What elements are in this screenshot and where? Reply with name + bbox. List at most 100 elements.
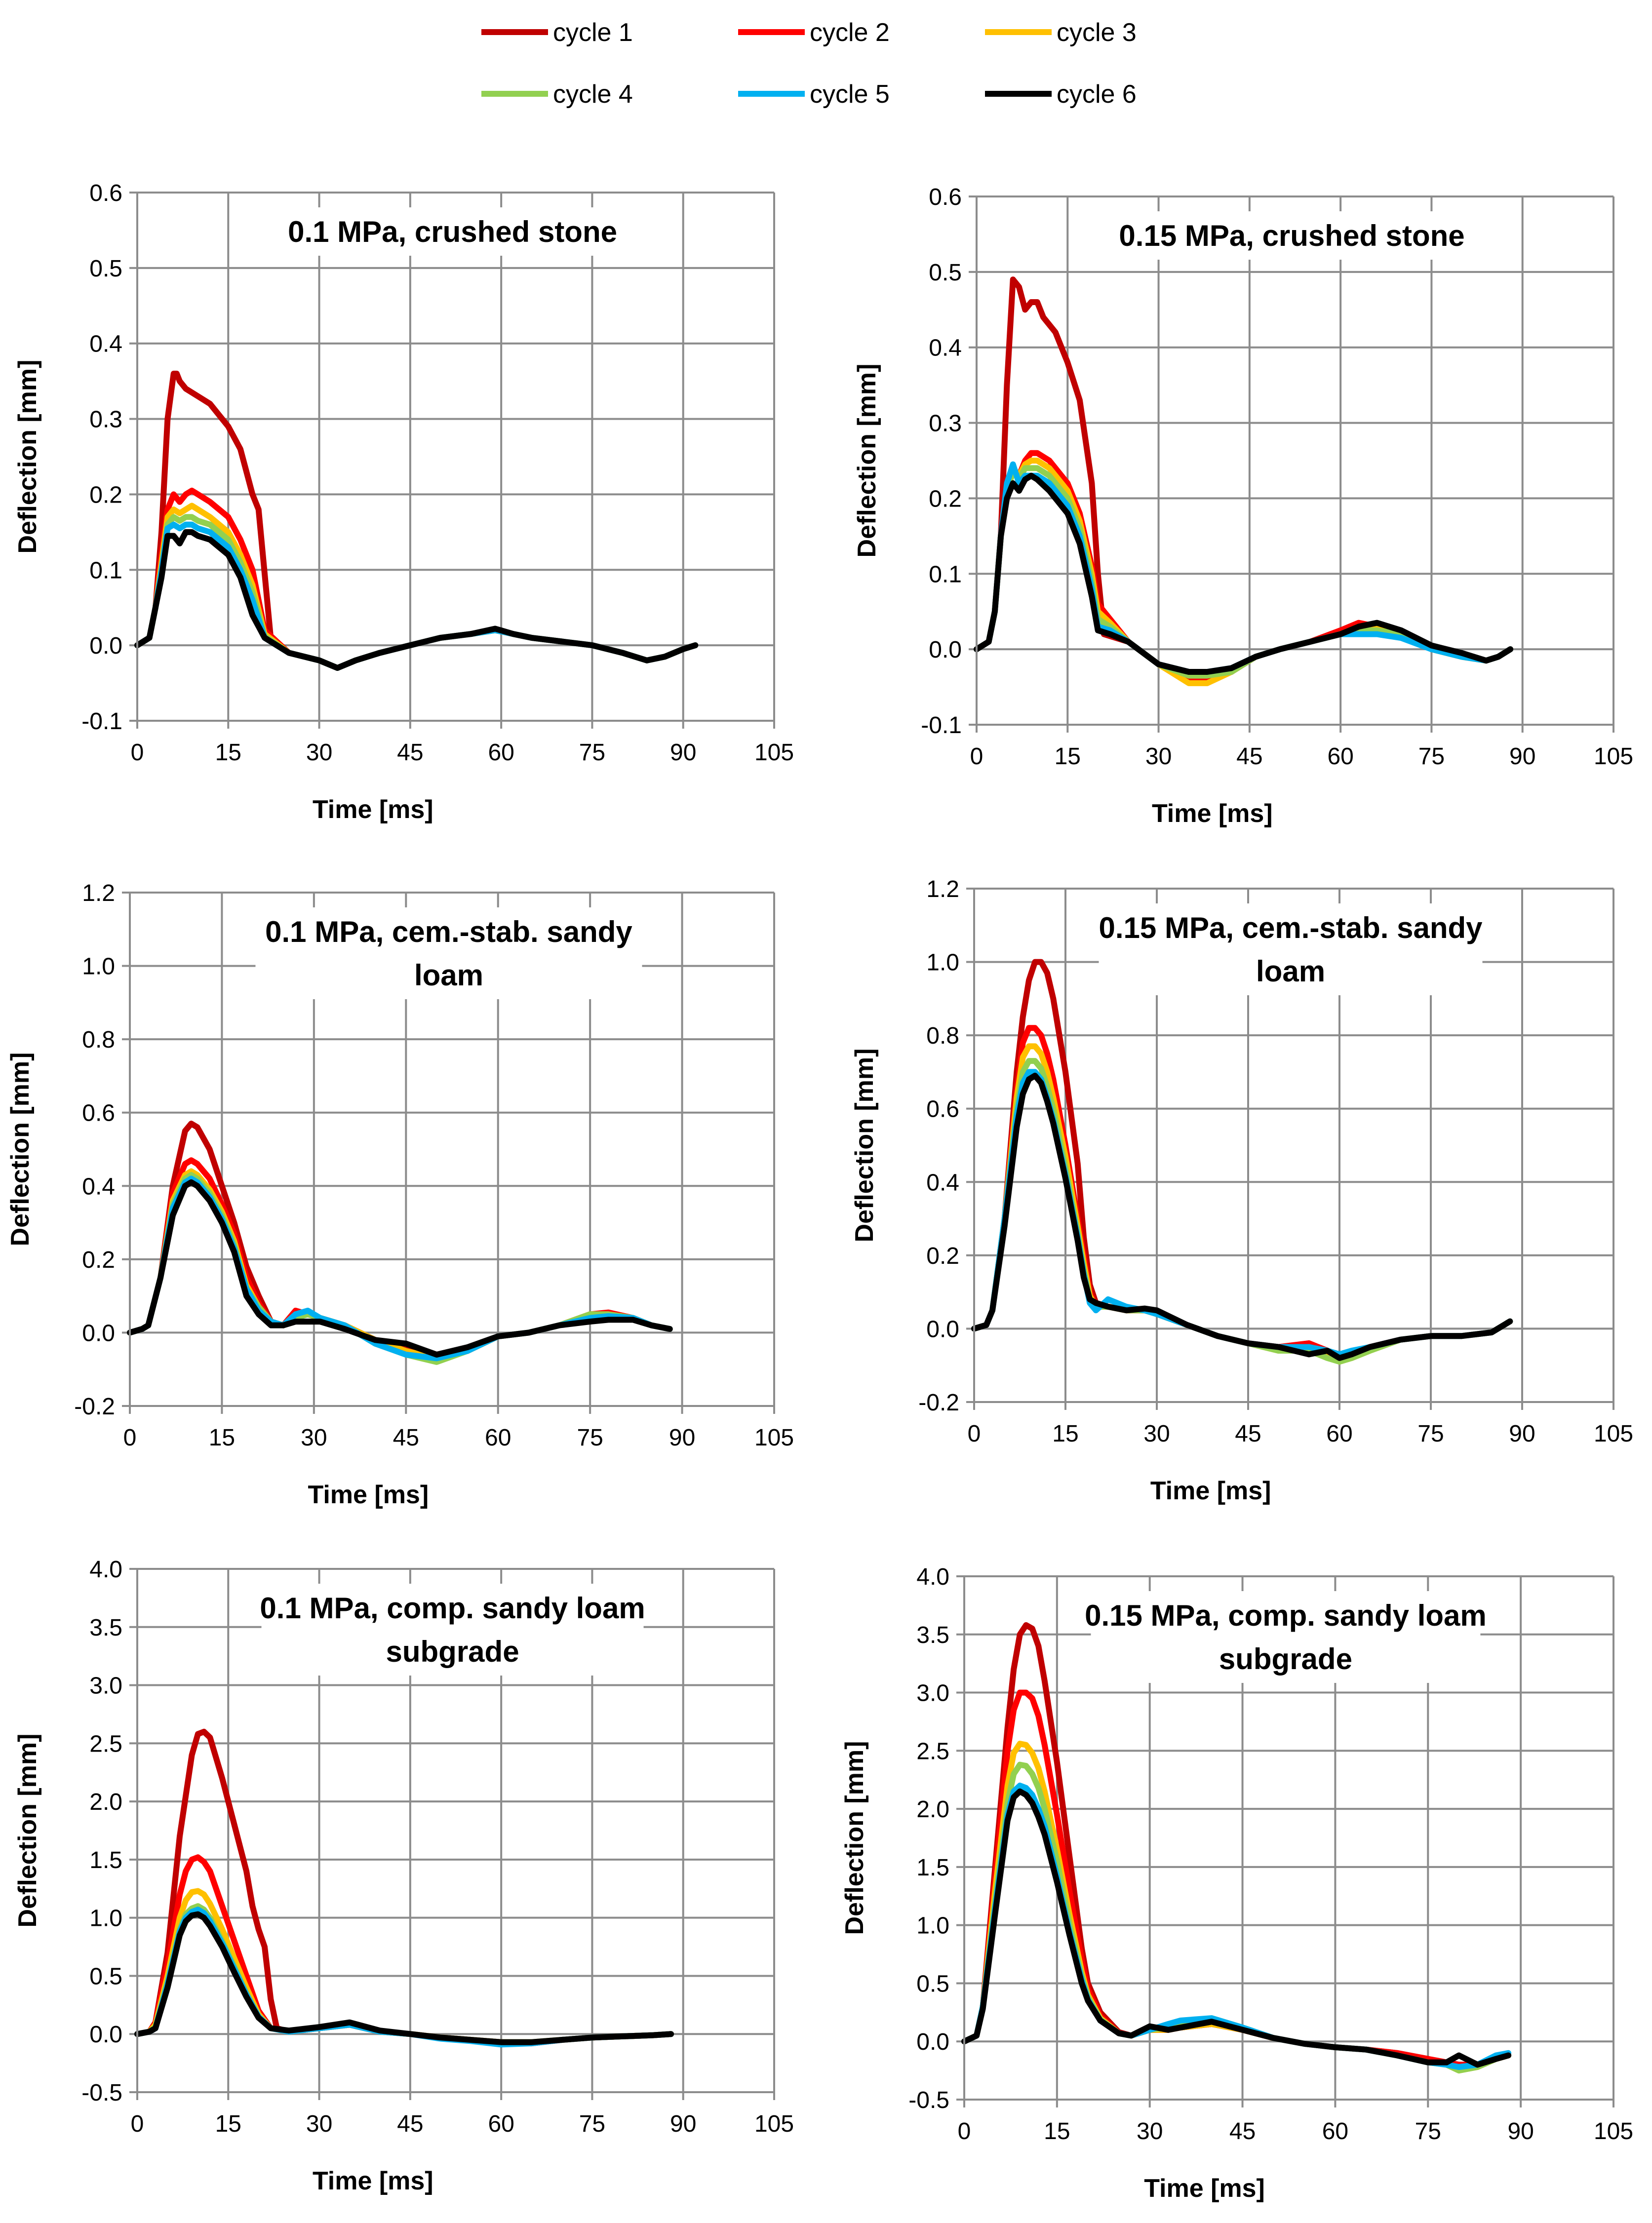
y-tick-label: 0.4 <box>89 331 122 357</box>
title-backdrop <box>261 1584 644 1676</box>
x-tick-label: 15 <box>1052 1421 1078 1447</box>
y-tick-label: 0.0 <box>89 633 122 659</box>
y-tick-label: 0.1 <box>929 561 962 587</box>
title-backdrop <box>1099 903 1483 995</box>
y-tick-label: 0.3 <box>89 407 122 433</box>
x-tick-label: 45 <box>1235 1421 1261 1447</box>
y-tick-label: 0.2 <box>82 1247 115 1273</box>
series-line-cycle-6 <box>971 1072 1513 1361</box>
x-tick-label: 90 <box>670 740 696 766</box>
legend-label: cycle 2 <box>810 18 890 47</box>
y-tick-label: 0.5 <box>89 256 122 282</box>
y-tick-label: -0.5 <box>81 2080 122 2106</box>
x-tick-label: 45 <box>393 1425 419 1451</box>
y-axis-label: Deflection [mm] <box>13 360 42 554</box>
y-tick-label: 3.5 <box>916 1622 949 1648</box>
x-tick-label: 105 <box>754 2111 794 2137</box>
y-tick-label: 0.2 <box>926 1243 959 1269</box>
series-line-cycle-3 <box>971 1043 1513 1365</box>
y-tick-label: 0.5 <box>929 260 962 286</box>
x-tick-label: 105 <box>754 740 794 766</box>
series-line-cycle-1 <box>971 959 1513 1361</box>
legend-label: cycle 1 <box>553 18 633 47</box>
y-axis-label: Deflection [mm] <box>6 1053 35 1247</box>
x-tick-label: 60 <box>485 1425 511 1451</box>
x-tick-label: 30 <box>306 740 332 766</box>
panel-title-line: subgrade <box>1219 1642 1352 1676</box>
x-tick-label: 0 <box>123 1425 137 1451</box>
x-tick-label: 75 <box>577 1425 603 1451</box>
x-tick-label: 75 <box>1418 743 1445 770</box>
x-tick-label: 75 <box>579 2111 605 2137</box>
x-tick-label: 45 <box>1229 2118 1256 2145</box>
x-tick-label: 60 <box>1322 2118 1348 2145</box>
x-tick-label: 75 <box>579 740 605 766</box>
x-tick-label: 90 <box>1509 1421 1535 1447</box>
legend-entry: cycle 4 <box>481 80 633 109</box>
legend-entry: cycle 2 <box>738 18 890 47</box>
y-tick-label: 3.5 <box>89 1615 122 1641</box>
y-tick-label: 4.0 <box>89 1557 122 1583</box>
panel-title-line: 0.1 MPa, crushed stone <box>288 215 617 248</box>
x-tick-label: 105 <box>1594 743 1633 770</box>
x-tick-label: 15 <box>209 1425 235 1451</box>
series-line-cycle-2 <box>134 1854 674 2047</box>
x-tick-label: 60 <box>488 740 514 766</box>
panel-title-line: subgrade <box>386 1635 519 1668</box>
chart-panel-1: 0.1 MPa, crushed stone -0.1 0.0 0.1 0.2 0.3 0.… <box>13 180 794 824</box>
x-tick-label: 30 <box>306 2111 332 2137</box>
y-tick-label: 0.1 <box>89 557 122 584</box>
y-tick-label: 0.5 <box>89 1963 122 1989</box>
series-line-cycle-4 <box>134 1903 674 2045</box>
x-tick-label: 30 <box>1143 1421 1170 1447</box>
y-tick-label: 1.5 <box>916 1855 949 1881</box>
y-tick-label: 0.6 <box>82 1100 115 1127</box>
y-tick-label: 1.2 <box>82 880 115 906</box>
x-tick-label: 75 <box>1417 1421 1444 1447</box>
y-tick-label: -0.5 <box>908 2087 949 2113</box>
y-tick-label: 4.0 <box>916 1564 949 1590</box>
y-tick-label: 1.0 <box>916 1913 949 1939</box>
x-tick-label: 75 <box>1415 2118 1441 2145</box>
title-backdrop <box>261 207 644 256</box>
legend-entry: cycle 1 <box>481 18 633 47</box>
x-tick-label: 30 <box>1145 743 1172 770</box>
y-tick-label: 0.0 <box>926 1316 959 1342</box>
x-tick-label: 90 <box>1507 2118 1534 2145</box>
series-line-cycle-6 <box>961 1788 1512 2068</box>
series-line-cycle-5 <box>134 1907 674 2048</box>
x-tick-label: 15 <box>215 740 241 766</box>
y-tick-label: 0.0 <box>89 2022 122 2048</box>
legend-entry: cycle 5 <box>738 80 890 109</box>
series-line-cycle-3 <box>961 1741 1512 2074</box>
x-tick-label: 15 <box>215 2111 241 2137</box>
x-tick-label: 0 <box>970 743 983 770</box>
y-tick-label: 0.4 <box>929 335 962 361</box>
x-tick-label: 30 <box>1137 2118 1163 2145</box>
y-tick-label: 1.5 <box>89 1847 122 1873</box>
y-tick-label: 0.0 <box>82 1320 115 1346</box>
y-tick-label: 0.0 <box>929 637 962 663</box>
y-tick-label: 0.5 <box>916 1971 949 1997</box>
y-tick-label: 2.5 <box>89 1731 122 1757</box>
series-line-cycle-6 <box>134 1911 674 2045</box>
panel-title-line: 0.15 MPa, cem.-stab. sandy <box>1099 911 1483 944</box>
legend-label: cycle 3 <box>1057 18 1137 47</box>
y-tick-label: 1.0 <box>89 1906 122 1932</box>
y-axis-label: Deflection [mm] <box>850 1049 879 1243</box>
x-tick-label: 60 <box>1327 743 1353 770</box>
x-tick-label: 105 <box>1594 1421 1633 1447</box>
x-tick-label: 45 <box>1236 743 1262 770</box>
x-tick-label: 0 <box>958 2118 971 2145</box>
y-axis-label: Deflection [mm] <box>853 364 881 558</box>
title-backdrop <box>255 907 642 999</box>
y-tick-label: 0.4 <box>82 1173 115 1200</box>
y-tick-label: 2.0 <box>916 1796 949 1823</box>
panel-title-line: 0.1 MPa, comp. sandy loam <box>260 1592 645 1625</box>
y-tick-label: 2.5 <box>916 1738 949 1764</box>
x-tick-label: 15 <box>1044 2118 1070 2145</box>
x-axis-label: Time [ms] <box>313 2167 433 2195</box>
y-tick-label: 0.4 <box>926 1170 959 1196</box>
legend-label: cycle 6 <box>1057 80 1137 109</box>
